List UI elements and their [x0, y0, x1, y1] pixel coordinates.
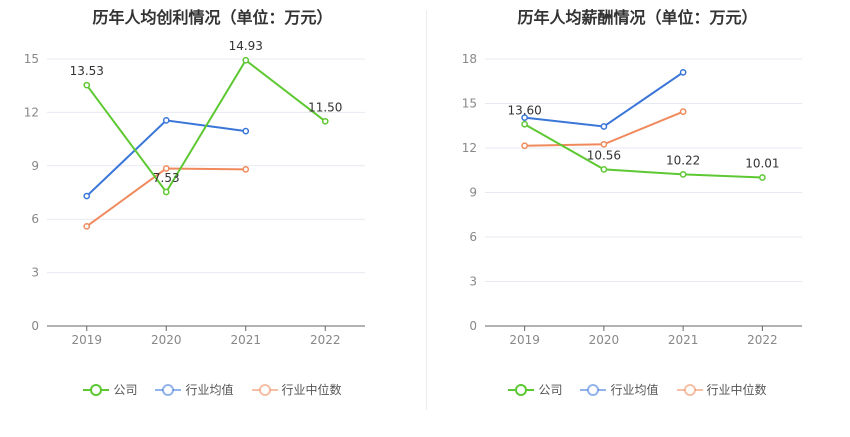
data-point[interactable] [600, 140, 608, 148]
y-tick-label: 3 [469, 275, 477, 289]
data-point[interactable] [162, 188, 170, 196]
y-tick-label: 0 [469, 319, 477, 333]
chart-title: 历年人均薪酬情况（单位：万元） [517, 8, 758, 27]
data-label: 14.93 [229, 39, 263, 53]
legend-item[interactable]: 公司 [83, 381, 137, 398]
legend-item[interactable]: 公司 [508, 381, 562, 398]
x-tick-label: 2020 [151, 333, 182, 347]
x-tick-label: 2022 [747, 333, 778, 347]
data-label: 11.50 [308, 100, 342, 114]
y-tick-label: 3 [31, 266, 39, 280]
data-point[interactable] [321, 117, 329, 125]
y-tick-label: 18 [462, 52, 477, 66]
x-tick-label: 2019 [71, 333, 102, 347]
data-point[interactable] [679, 108, 687, 116]
y-tick-label: 12 [24, 105, 39, 119]
data-point[interactable] [242, 166, 250, 173]
legend-line-icon [580, 383, 607, 396]
profit-chart-plot: 0 3 6 9 12 15 2019 2020 2021 2022 13.53 7.53 14.93 11… [24, 39, 365, 347]
data-label: 13.53 [70, 64, 104, 78]
data-point[interactable] [162, 165, 170, 172]
series-line [524, 123, 763, 179]
y-tick-label: 6 [31, 212, 39, 226]
legend-label: 行业中位数 [706, 383, 767, 397]
data-point[interactable] [679, 69, 687, 76]
data-point[interactable] [521, 120, 528, 128]
panel-divider [426, 10, 427, 410]
legend-label: 行业中位数 [281, 383, 342, 397]
data-label: 7.53 [153, 171, 180, 185]
chart-legend: 公司 行业均值 行业中位数 [425, 381, 850, 398]
data-label: 10.01 [745, 157, 779, 171]
x-tick-label: 2022 [310, 333, 341, 347]
y-tick-label: 15 [24, 52, 39, 66]
data-point[interactable] [83, 192, 91, 200]
data-point[interactable] [83, 222, 91, 230]
data-point[interactable] [83, 81, 91, 89]
data-point[interactable] [759, 174, 766, 181]
data-point[interactable] [521, 114, 528, 121]
y-tick-label: 6 [469, 230, 477, 244]
salary-chart-plot: 0 3 6 9 12 15 18 2019 2020 2021 2022 13.60 10.56 10.2… [462, 52, 802, 347]
legend-label: 公司 [538, 383, 563, 397]
legend-line-icon [251, 383, 278, 396]
legend-item[interactable]: 行业中位数 [251, 381, 342, 398]
series-line [85, 58, 326, 194]
x-tick-label: 2019 [509, 333, 540, 347]
x-tick-label: 2021 [230, 333, 261, 347]
data-point[interactable] [521, 142, 528, 150]
y-tick-label: 12 [462, 141, 477, 155]
data-label: 10.56 [587, 148, 621, 162]
legend-line-icon [676, 383, 703, 396]
y-tick-label: 15 [462, 97, 477, 111]
data-point[interactable] [600, 123, 608, 130]
legend-item[interactable]: 行业均值 [155, 381, 234, 398]
chart-title: 历年人均创利情况（单位：万元） [92, 8, 333, 27]
data-point[interactable] [600, 166, 608, 173]
legend-item[interactable]: 行业均值 [580, 381, 659, 398]
legend-label: 行业均值 [185, 383, 234, 397]
legend-line-icon [508, 383, 535, 396]
legend-line-icon [83, 383, 110, 396]
data-point[interactable] [242, 56, 250, 64]
data-label: 13.60 [507, 103, 541, 117]
x-tick-label: 2020 [589, 333, 620, 347]
y-tick-label: 0 [31, 319, 39, 333]
legend-label: 行业均值 [610, 383, 659, 397]
data-point[interactable] [162, 117, 170, 124]
data-point[interactable] [679, 171, 687, 178]
legend-line-icon [155, 383, 182, 396]
chart-legend: 公司 行业均值 行业中位数 [0, 381, 425, 398]
y-tick-label: 9 [469, 186, 477, 200]
salary-chart-panel: 历年人均薪酬情况（单位：万元） 0 3 6 9 12 15 18 2019 2020 2021 20… [425, 0, 850, 437]
data-point[interactable] [242, 127, 250, 135]
legend-label: 公司 [113, 383, 138, 397]
series-line [524, 71, 684, 128]
profit-chart-panel: 历年人均创利情况（单位：万元） 0 3 6 9 12 15 2019 2020 2021 2022… [0, 8, 425, 398]
legend-item[interactable]: 行业中位数 [676, 381, 767, 398]
x-tick-label: 2021 [668, 333, 699, 347]
y-tick-label: 9 [31, 159, 39, 173]
data-label: 10.22 [666, 153, 700, 167]
